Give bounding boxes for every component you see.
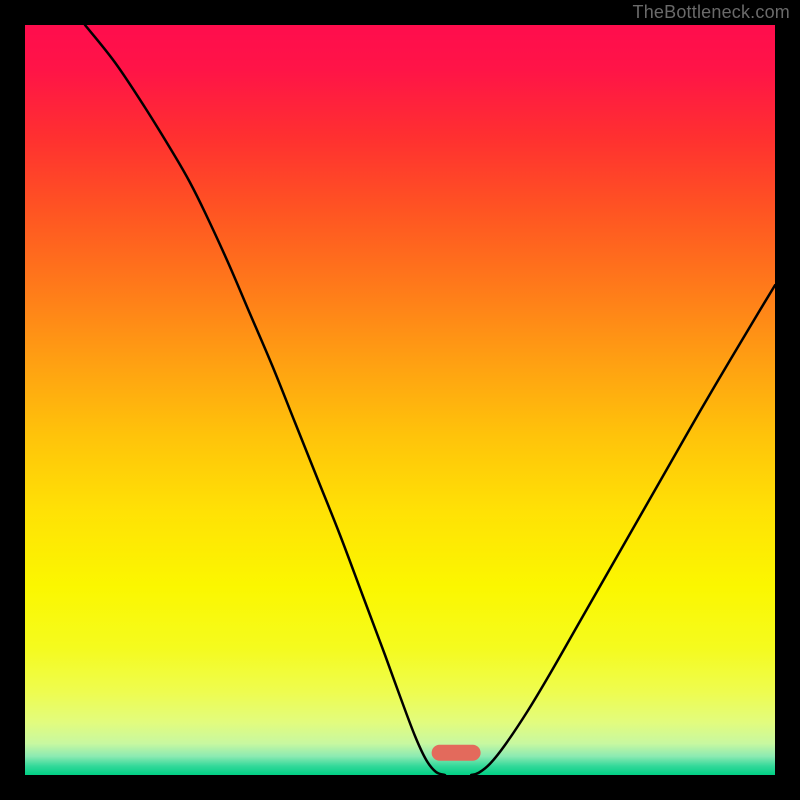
- curve-left-branch: [85, 25, 445, 775]
- watermark-text: TheBottleneck.com: [633, 2, 790, 23]
- chart-frame: TheBottleneck.com: [0, 0, 800, 800]
- bottleneck-curve: [25, 25, 775, 775]
- optimum-marker: [432, 744, 481, 761]
- plot-area: [25, 25, 775, 775]
- curve-right-branch: [471, 285, 775, 775]
